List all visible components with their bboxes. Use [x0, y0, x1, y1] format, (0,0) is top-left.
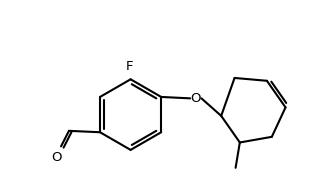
Text: O: O [190, 92, 201, 105]
Text: F: F [125, 60, 133, 73]
Text: O: O [52, 151, 62, 164]
